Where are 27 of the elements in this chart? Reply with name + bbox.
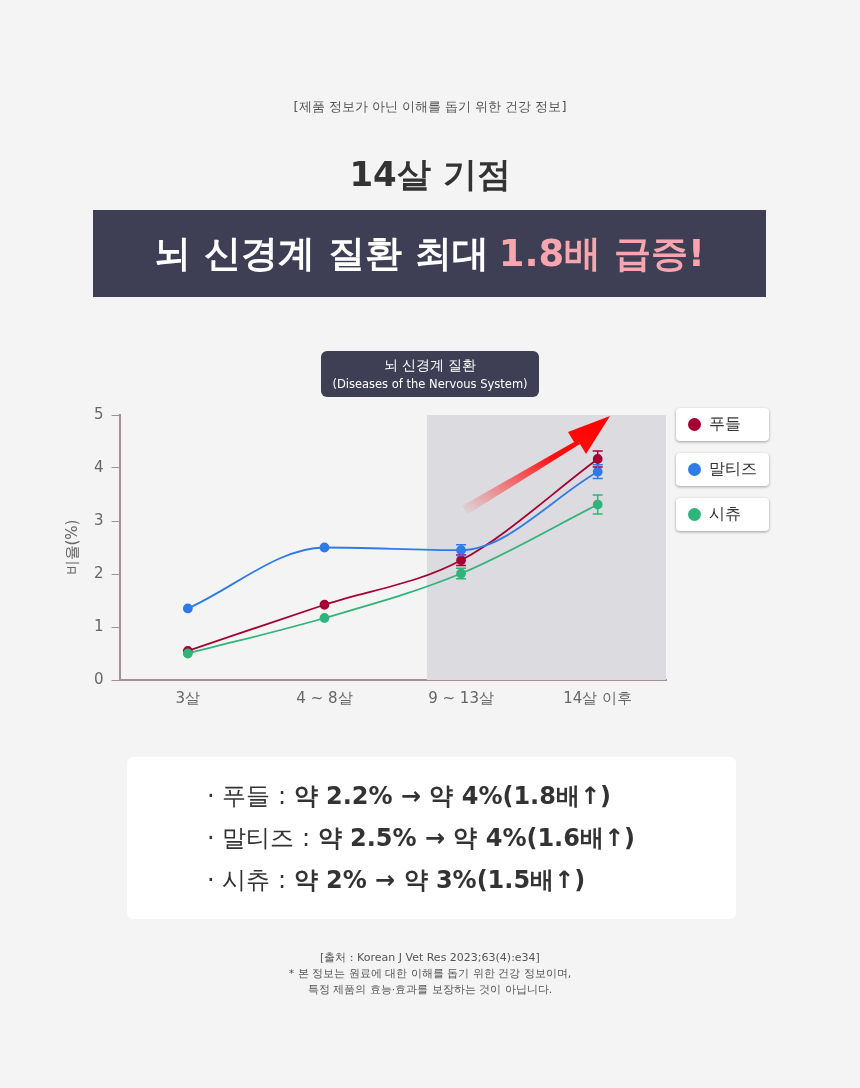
text: * 본 정보는 원료에 대한 이해를 돕기 위한 건강 정보이며, 특정 제품의 효능·효과를 보장하는 것이 아닙니다. bbox=[288, 967, 572, 996]
y-tick-label: 4 bbox=[94, 457, 104, 476]
y-tick-label: 2 bbox=[94, 563, 104, 582]
point bbox=[182, 603, 193, 614]
text: · 시츄 : 약 2% → 약 3%(1.5배↑) bbox=[207, 865, 587, 896]
legend-label: 말티즈 bbox=[676, 453, 769, 486]
chart-title: 14살 기점 bbox=[348, 153, 512, 196]
legend-label: 푸들 bbox=[676, 408, 769, 441]
y-tick-label: 0 bbox=[94, 669, 104, 688]
x-tick-label: 14살 이후 bbox=[563, 688, 633, 707]
text: [제품 정보가 아닌 이해를 돕기 위한 건강 정보] bbox=[292, 98, 568, 116]
x-tick-label: 4 ~ 8살 bbox=[296, 688, 353, 707]
chart-subtitle: 뇌 신경계 질환 최대 1.8배 급증! bbox=[154, 230, 705, 277]
x-tick-label: 3살 bbox=[175, 688, 201, 707]
point bbox=[319, 542, 330, 553]
text: [출처 : Korean J Vet Res 2023;63(4):e34] bbox=[320, 951, 540, 964]
text: · 푸들 : 약 2.2% → 약 4%(1.8배↑) bbox=[207, 781, 612, 812]
point bbox=[319, 599, 330, 610]
y-tick-label: 5 bbox=[94, 404, 104, 423]
legend-label: 시츄 bbox=[676, 498, 769, 531]
text: 뇌 신경계 질환 (Diseases of the Nervous System) bbox=[321, 351, 539, 397]
y-axis-title: 비율(%) bbox=[62, 519, 81, 576]
y-tick-label: 3 bbox=[94, 510, 104, 529]
x-tick-label: 9 ~ 13살 bbox=[428, 688, 494, 707]
text: · 말티즈 : 약 2.5% → 약 4%(1.6배↑) bbox=[207, 823, 636, 854]
y-tick-label: 1 bbox=[94, 616, 104, 635]
point bbox=[319, 613, 330, 623]
